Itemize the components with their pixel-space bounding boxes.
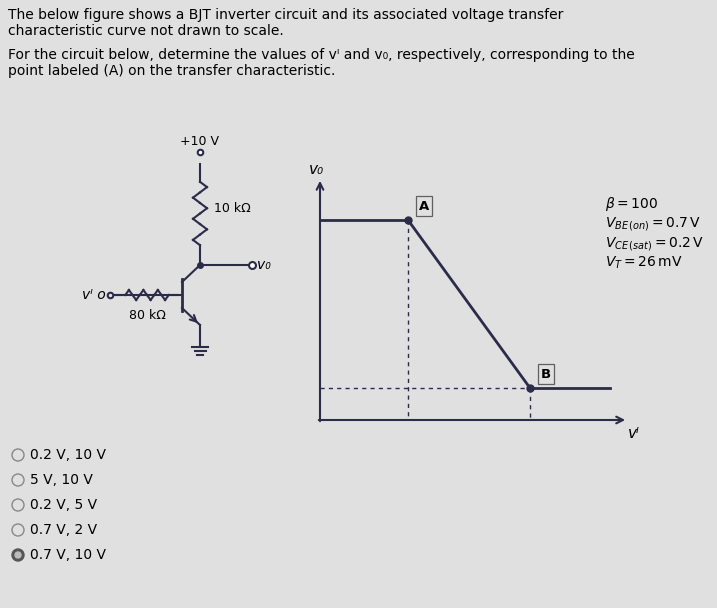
- Text: 0.7 V, 10 V: 0.7 V, 10 V: [30, 548, 106, 562]
- Text: 80 kΩ: 80 kΩ: [128, 309, 166, 322]
- Text: $V_{CE\,(sat)} = 0.2\,\mathrm{V}$: $V_{CE\,(sat)} = 0.2\,\mathrm{V}$: [605, 235, 704, 253]
- Text: v₀: v₀: [257, 258, 271, 272]
- Text: $\beta = 100$: $\beta = 100$: [605, 195, 658, 213]
- Text: 5 V, 10 V: 5 V, 10 V: [30, 473, 93, 487]
- Text: 0.2 V, 5 V: 0.2 V, 5 V: [30, 498, 97, 512]
- Text: $V_T = 26\,\mathrm{mV}$: $V_T = 26\,\mathrm{mV}$: [605, 255, 683, 271]
- Circle shape: [12, 549, 24, 561]
- Text: 0.7 V, 2 V: 0.7 V, 2 V: [30, 523, 97, 537]
- Text: The below figure shows a BJT inverter circuit and its associated voltage transfe: The below figure shows a BJT inverter ci…: [8, 8, 564, 22]
- Text: characteristic curve not drawn to scale.: characteristic curve not drawn to scale.: [8, 24, 284, 38]
- Text: 10 kΩ: 10 kΩ: [214, 202, 251, 215]
- Text: point labeled (A) on the transfer characteristic.: point labeled (A) on the transfer charac…: [8, 64, 336, 78]
- Text: $V_{BE\,(on)} = 0.7\,\mathrm{V}$: $V_{BE\,(on)} = 0.7\,\mathrm{V}$: [605, 215, 701, 233]
- Text: vᴵ o: vᴵ o: [82, 288, 106, 302]
- Text: vᴵ: vᴵ: [628, 426, 640, 441]
- Text: v₀: v₀: [308, 162, 323, 178]
- Text: 0.2 V, 10 V: 0.2 V, 10 V: [30, 448, 106, 462]
- Circle shape: [15, 552, 21, 558]
- Text: +10 V: +10 V: [181, 135, 219, 148]
- Text: A: A: [419, 199, 429, 213]
- Text: B: B: [541, 367, 551, 381]
- Text: For the circuit below, determine the values of vᴵ and v₀, respectively, correspo: For the circuit below, determine the val…: [8, 48, 635, 62]
